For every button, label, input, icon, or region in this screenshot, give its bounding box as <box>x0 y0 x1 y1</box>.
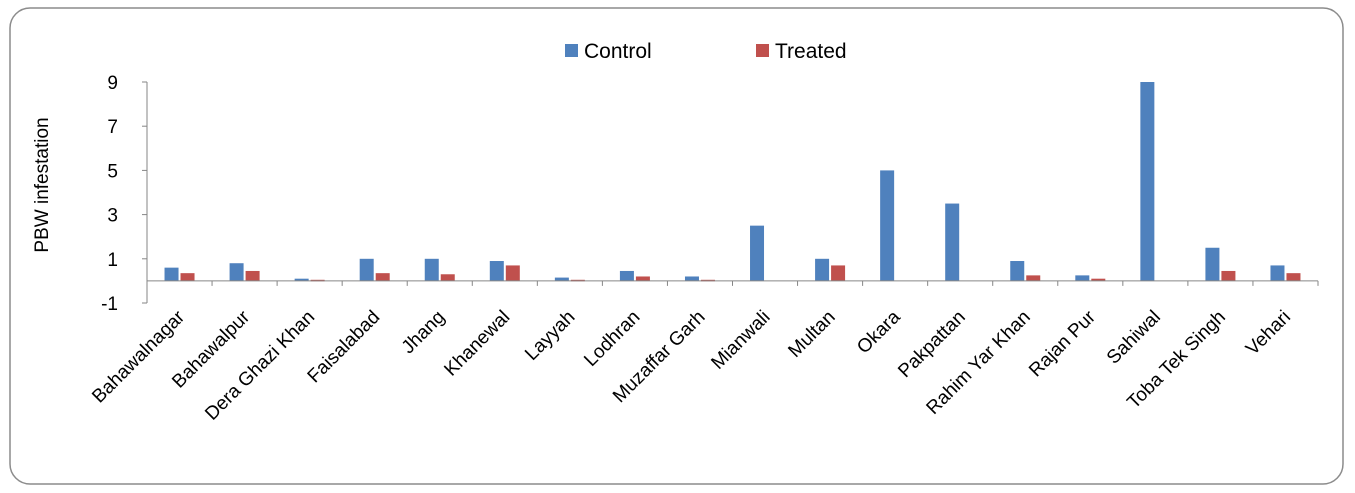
bar-control <box>229 263 244 281</box>
y-axis-label: PBW infestation <box>32 117 53 252</box>
bar-treated <box>831 265 846 281</box>
bar-control <box>1140 82 1155 281</box>
bar-control <box>619 270 634 281</box>
bar-treated <box>1091 278 1106 281</box>
bar-control <box>684 276 699 281</box>
bar-treated <box>245 270 260 281</box>
bar-control <box>489 261 504 281</box>
bar-treated <box>180 273 195 281</box>
legend-label-treated: Treated <box>775 40 847 63</box>
bar-control <box>1075 275 1090 281</box>
bar-control <box>945 203 960 281</box>
bar-control <box>1205 247 1220 281</box>
y-tick-label: 9 <box>107 73 118 94</box>
y-tick-label: 1 <box>107 250 118 271</box>
bar-treated <box>440 274 455 281</box>
bar-control <box>880 170 895 281</box>
bar-treated <box>1286 273 1301 281</box>
bar-treated <box>505 265 520 281</box>
bar-treated <box>1026 275 1041 281</box>
bars <box>164 82 1301 282</box>
bar-control <box>750 225 765 281</box>
legend-swatch-control <box>565 44 578 57</box>
legend-swatch-treated <box>756 44 769 57</box>
y-tick-label: 3 <box>107 206 118 227</box>
chart-frame <box>9 7 1344 485</box>
bar-treated <box>375 273 390 281</box>
bar-control <box>424 258 439 281</box>
y-tick-label: -1 <box>101 294 118 315</box>
legend-label-control: Control <box>584 40 652 63</box>
bar-treated <box>1221 270 1236 281</box>
bar-control <box>1010 261 1025 281</box>
y-tick-label: 5 <box>107 161 118 182</box>
y-tick-label: 7 <box>107 117 118 138</box>
legend: Control Treated <box>565 40 847 63</box>
y-axis: -1 1 3 5 7 9 <box>101 73 148 315</box>
bar-control <box>164 267 179 281</box>
bar-control <box>554 277 569 281</box>
bar-control <box>1270 265 1285 281</box>
bar-control <box>815 258 830 281</box>
bar-control <box>294 278 309 281</box>
bar-treated <box>635 276 650 281</box>
bar-control <box>359 258 374 281</box>
